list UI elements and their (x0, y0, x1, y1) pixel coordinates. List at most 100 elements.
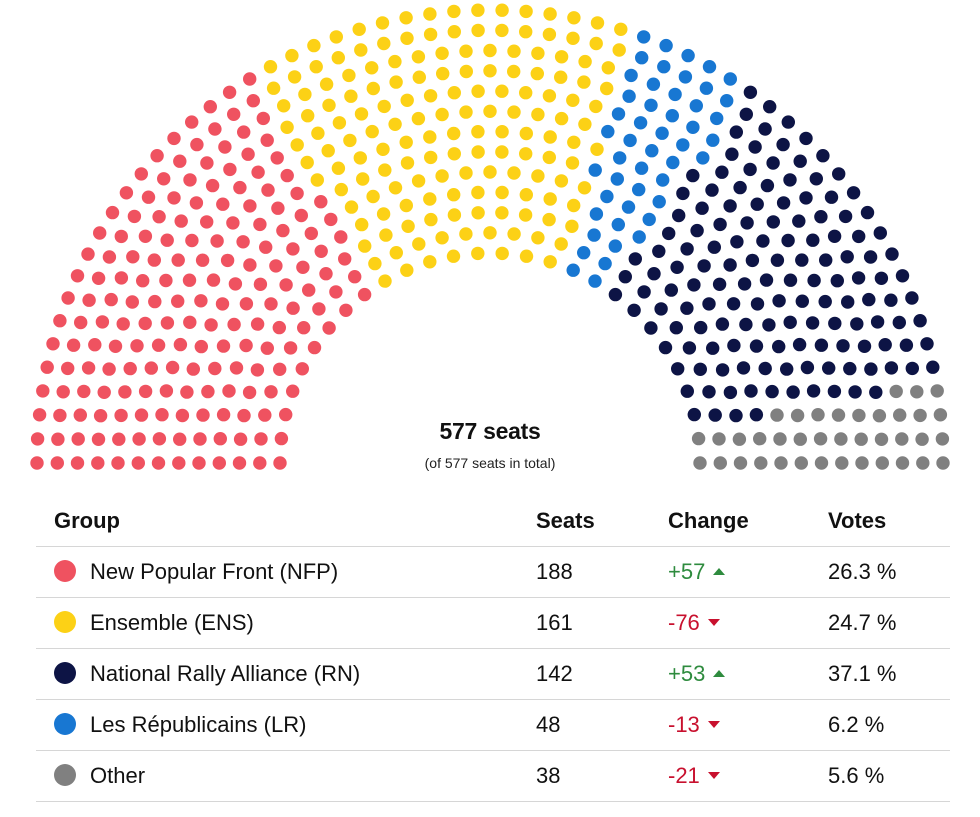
seat-dot (608, 239, 622, 253)
seat-dot (286, 384, 300, 398)
seat-dot (286, 242, 300, 256)
seat-dot (612, 43, 626, 57)
seat-dot (889, 384, 903, 399)
seat-dot (321, 144, 335, 158)
seat-dot (81, 361, 96, 375)
seat-dot (379, 228, 393, 242)
seat-dot (56, 385, 70, 399)
seat-dot (518, 208, 533, 222)
triangle-down-icon (707, 720, 720, 728)
seat-dot (697, 259, 711, 273)
seat-dot (743, 162, 757, 177)
seat-dot (400, 31, 414, 45)
seat-dot (61, 291, 75, 305)
seat-dot (388, 181, 403, 195)
seat-dot (723, 72, 737, 86)
seat-dot (895, 432, 909, 446)
seat-dot (654, 302, 668, 316)
seat-dot (637, 285, 651, 299)
seat-dot (610, 172, 624, 186)
seat-dot (727, 338, 741, 353)
seat-dot (519, 188, 533, 202)
seat-dot (799, 131, 813, 146)
seat-dot (287, 70, 302, 84)
seat-dot (832, 167, 846, 181)
seat-dot (766, 215, 780, 229)
seat-dot (459, 105, 473, 119)
seat-dot (436, 66, 450, 81)
seat-dot (786, 385, 800, 399)
seat-dot (165, 360, 180, 375)
seat-dot (623, 133, 637, 148)
seat-dot (600, 189, 614, 204)
seat-dot (507, 227, 521, 241)
seat-dot (577, 75, 591, 89)
seat-dot (736, 361, 751, 375)
seat-dot (70, 269, 85, 283)
seat-dot (216, 197, 230, 211)
seat-dot (173, 337, 188, 352)
seat-dot (376, 207, 391, 221)
seat-dot (294, 208, 308, 223)
seat-dot (253, 217, 267, 232)
seat-dot (855, 456, 869, 470)
seat-dot (104, 292, 118, 307)
seat-dot (608, 287, 623, 302)
seat-dot (885, 247, 899, 261)
seat-dot (578, 54, 592, 69)
seat-dot (114, 271, 129, 285)
seat-dot (760, 178, 775, 193)
seat-dot (632, 182, 646, 197)
seat-dot (435, 46, 449, 60)
seat-dot (159, 384, 174, 398)
seat-dot (95, 315, 110, 329)
seat-dot (279, 278, 293, 292)
seat-dot (750, 197, 764, 211)
seat-dot (97, 385, 111, 399)
seat-dot (355, 217, 369, 232)
seat-dot (388, 117, 402, 131)
seat-dot (783, 273, 798, 287)
seat-dot (792, 214, 806, 228)
seat-dot (424, 150, 438, 165)
seat-dot (542, 89, 557, 103)
seat-dot (836, 339, 850, 353)
seat-dot (814, 456, 829, 470)
seat-dot (749, 339, 764, 353)
seat-dot (933, 408, 948, 422)
seat-dot (471, 145, 485, 159)
seat-dot (114, 408, 128, 423)
seat-dot (806, 384, 821, 398)
seat-dot (102, 362, 116, 376)
seat-dot (297, 321, 311, 335)
seat-dot (233, 180, 247, 195)
seat-dot (824, 190, 839, 204)
seat-dot (807, 273, 821, 288)
seat-dot (399, 11, 413, 25)
seat-dot (277, 99, 291, 113)
seat-dot (618, 270, 632, 284)
seat-dot (173, 432, 187, 446)
seat-dot (739, 317, 753, 332)
seat-dot (71, 432, 85, 446)
seat-dot (680, 242, 694, 256)
seat-dot (447, 25, 461, 39)
seat-dot (715, 317, 730, 331)
seat-dot (102, 250, 117, 264)
seat-dot (271, 201, 285, 215)
seat-dot (483, 43, 497, 58)
results-header-row: Group Seats Change Votes (36, 496, 950, 547)
seat-dot (875, 456, 889, 470)
seat-dot (850, 317, 864, 331)
seat-dot (53, 314, 67, 328)
seat-dot (242, 385, 257, 400)
seat-dot (689, 99, 703, 113)
seat-dot (715, 363, 730, 377)
seat-dot (175, 408, 190, 423)
seat-dot (343, 133, 357, 148)
seat-dot (183, 315, 197, 329)
seat-dot (519, 86, 533, 100)
seat-dot (134, 408, 149, 422)
group-votes: 37.1 % (828, 648, 950, 700)
seat-dot (253, 277, 268, 291)
